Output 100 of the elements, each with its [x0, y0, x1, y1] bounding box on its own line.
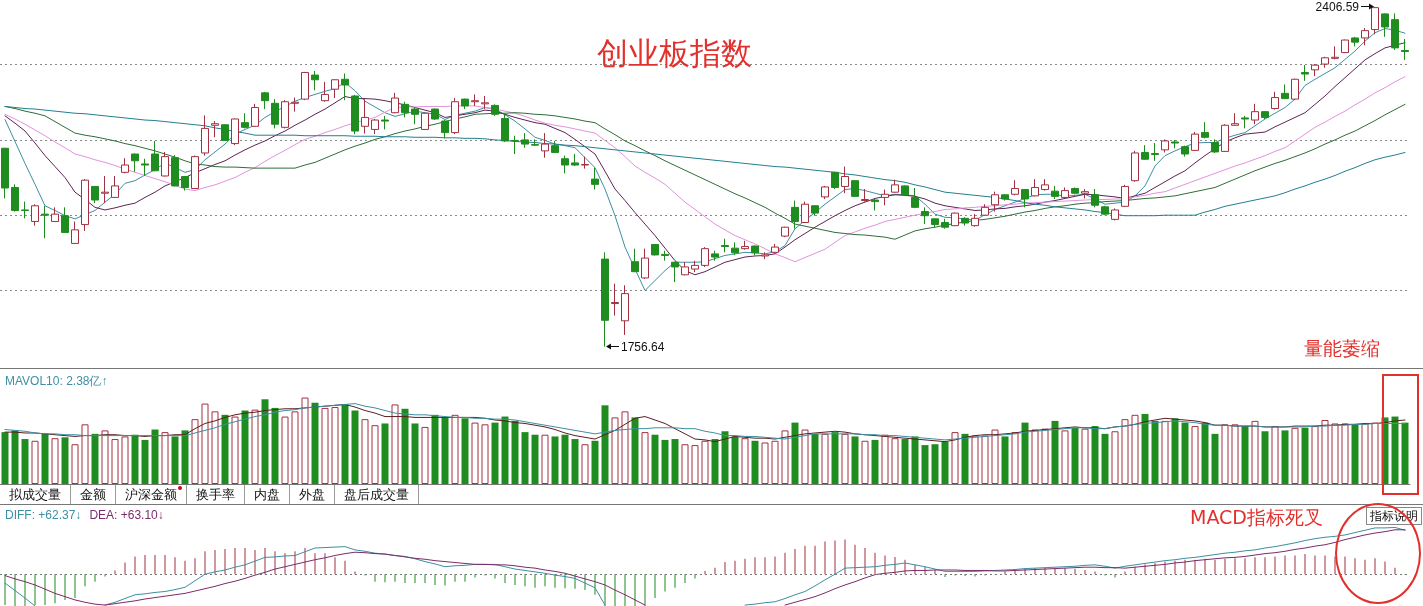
candlestick	[1181, 145, 1189, 158]
bar	[1041, 428, 1049, 484]
tab: 内盘	[245, 485, 290, 504]
bar	[361, 419, 369, 484]
candlestick	[1381, 12, 1389, 38]
candlestick	[871, 198, 879, 211]
bar	[841, 433, 849, 484]
candlestick	[991, 191, 999, 213]
candlestick	[761, 251, 769, 260]
bar	[51, 438, 59, 484]
candlestick	[1291, 78, 1299, 101]
candlestick	[1001, 193, 1009, 202]
candlestick	[541, 132, 549, 159]
candlestick	[1021, 188, 1029, 208]
bar	[521, 432, 529, 484]
bar	[1151, 420, 1159, 484]
candlestick	[321, 81, 329, 103]
bar	[241, 410, 249, 484]
candlestick	[881, 189, 889, 206]
candlestick	[981, 203, 989, 217]
candlestick	[581, 156, 589, 170]
candlestick	[691, 260, 699, 273]
bar	[881, 434, 889, 484]
candlestick	[1281, 83, 1289, 100]
candlestick	[41, 205, 49, 239]
candlestick	[611, 283, 619, 317]
candlestick	[191, 155, 199, 190]
candlestick	[921, 206, 929, 225]
bar	[421, 426, 429, 484]
bar	[701, 440, 709, 484]
candlestick	[1161, 138, 1169, 153]
bar	[631, 417, 639, 484]
candlestick	[711, 250, 719, 262]
bar	[31, 440, 39, 484]
bar	[741, 438, 749, 484]
bar	[731, 436, 739, 484]
bar	[1181, 422, 1189, 484]
bar	[1001, 436, 1009, 484]
bar	[271, 407, 279, 484]
bar	[1111, 431, 1119, 484]
candlestick	[941, 218, 949, 230]
bar	[911, 436, 919, 484]
candlestick	[1151, 142, 1159, 162]
bar	[681, 444, 689, 484]
candlestick	[261, 91, 269, 110]
candlestick	[401, 101, 409, 118]
bar	[861, 440, 869, 484]
bar	[1341, 423, 1349, 484]
bar	[281, 416, 289, 484]
candlestick	[381, 115, 389, 130]
candlestick	[661, 250, 669, 262]
candlestick	[561, 155, 569, 174]
bar	[1021, 422, 1029, 484]
candlestick	[81, 178, 89, 232]
bar	[441, 417, 449, 484]
bar	[871, 439, 879, 484]
bar	[1131, 414, 1139, 484]
candlestick	[801, 201, 809, 224]
candlestick	[1131, 150, 1139, 183]
candlestick	[151, 140, 159, 172]
candlestick	[901, 184, 909, 197]
annotation: MACD指标死叉	[1190, 506, 1323, 528]
candlestick	[951, 212, 959, 227]
bar	[1291, 427, 1299, 484]
bar	[1011, 432, 1019, 484]
candlestick	[971, 213, 979, 228]
bar	[781, 430, 789, 484]
candlestick	[601, 251, 609, 348]
candlestick	[271, 98, 279, 129]
bar	[151, 429, 159, 484]
bar	[551, 436, 559, 484]
bar	[601, 405, 609, 484]
candlestick	[961, 216, 969, 227]
tab: 换手率	[187, 485, 245, 504]
bar	[671, 439, 679, 484]
bar	[1391, 416, 1399, 484]
candlestick	[421, 112, 429, 131]
candlestick	[461, 98, 469, 110]
candlestick	[351, 94, 359, 135]
candlestick	[491, 103, 499, 117]
candlestick	[1091, 188, 1099, 208]
bar	[251, 409, 259, 484]
candlestick	[201, 114, 209, 157]
bar	[1191, 426, 1199, 484]
candlestick	[1241, 115, 1249, 129]
candlestick	[1261, 110, 1269, 120]
candlestick	[291, 97, 299, 113]
bar	[991, 429, 999, 484]
candlestick	[1041, 178, 1049, 192]
bar	[571, 439, 579, 484]
candlestick	[521, 132, 529, 149]
bar	[71, 444, 79, 484]
candlestick	[591, 167, 599, 191]
annotation: 2406.59	[1315, 0, 1359, 14]
candlestick	[781, 226, 789, 238]
tab: 沪深金额	[116, 485, 187, 504]
candlestick	[1061, 186, 1069, 199]
candlestick	[481, 95, 489, 110]
bar	[221, 414, 229, 484]
bar	[211, 411, 219, 484]
